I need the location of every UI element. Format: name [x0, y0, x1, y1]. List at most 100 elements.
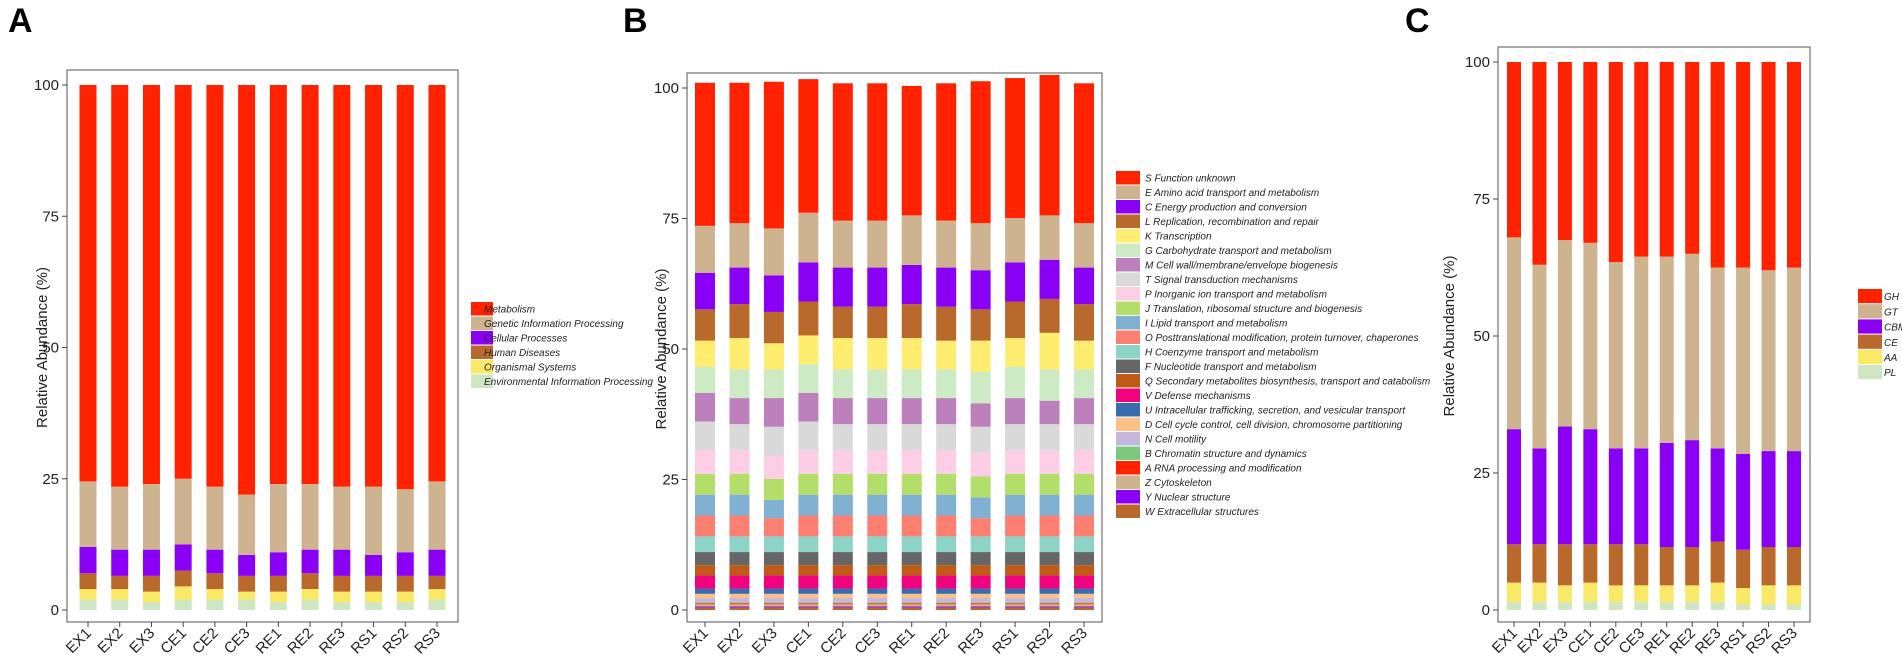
bar-segment-aa [1634, 585, 1649, 602]
bar-segment-s-function-unknown [1039, 74, 1060, 216]
bar-segment-h-coenzyme-transport-and-metabolism [1005, 536, 1026, 553]
bar-segment-metabolism [365, 85, 383, 487]
bar-segment-c-energy-production-and-conversion [695, 272, 715, 310]
bar-segment-u-intracellular-trafficking-secretion-and-vesicular-transport [763, 588, 784, 594]
bar-segment-g-carbohydrate-transport-and-metabolism [763, 369, 784, 399]
bar-segment-h-coenzyme-transport-and-metabolism [1074, 536, 1094, 553]
bar-segment-i-lipid-transport-and-metabolism [936, 494, 957, 516]
bar-segment-m-cell-wall-membrane-envelope-biogenesis [832, 398, 853, 425]
x-tick-label: EX3 [1540, 625, 1572, 657]
bar-segment-w-extracellular-structures [763, 607, 784, 610]
bar-segment-gh [1583, 62, 1598, 243]
legend-swatch [471, 331, 493, 345]
bar-segment-z-cytoskeleton [832, 604, 853, 607]
bar-segment-s-function-unknown [1005, 78, 1026, 218]
bar-segment-u-intracellular-trafficking-secretion-and-vesicular-transport [936, 588, 957, 594]
bar-segment-q-secondary-metabolites-biosynthesis-transport-and-catabolism [763, 565, 784, 576]
x-tick-label: RE2 [920, 625, 953, 658]
bar-segment-j-translation-ribosomal-structure-and-biogenesis [901, 473, 922, 495]
bar-segment-m-cell-wall-membrane-envelope-biogenesis [970, 403, 991, 427]
bar-segment-ce [1761, 546, 1776, 586]
bar-segment-h-coenzyme-transport-and-metabolism [695, 536, 715, 553]
bar-segment-p-inorganic-ion-transport-and-metabolism [798, 450, 819, 474]
bar-segment-v-defense-mechanisms [832, 575, 853, 589]
bar-segment-b-chromatin-structure-and-dynamics [695, 602, 715, 604]
bar-segment-organismal-systems [238, 591, 256, 600]
legend-swatch [1116, 345, 1140, 359]
bar-segment-environmental-information-processing [111, 599, 129, 610]
bar-segment-gt [1685, 253, 1700, 441]
bar-segment-w-extracellular-structures [1039, 607, 1060, 610]
bar-segment-environmental-information-processing [428, 599, 446, 610]
bar-segment-d-cell-cycle-control-cell-division-chromosome-partitioning [798, 593, 819, 598]
legend-swatch [1116, 316, 1140, 330]
legend-label: V Defense mechanisms [1145, 391, 1251, 402]
bar-segment-d-cell-cycle-control-cell-division-chromosome-partitioning [936, 593, 957, 598]
bar-segment-organismal-systems [396, 591, 414, 603]
bar-segment-a-rna-processing-and-modification [763, 603, 784, 605]
bar-segment-pl [1634, 601, 1649, 610]
bar-segment-u-intracellular-trafficking-secretion-and-vesicular-transport [798, 588, 819, 594]
bar-segment-u-intracellular-trafficking-secretion-and-vesicular-transport [695, 588, 715, 594]
bar-segment-l-replication-recombination-and-repair [936, 306, 957, 341]
bar-segment-organismal-systems [79, 589, 97, 600]
bar-segment-u-intracellular-trafficking-secretion-and-vesicular-transport [867, 588, 888, 594]
legend-swatch [1116, 388, 1140, 402]
bar-segment-s-function-unknown [832, 83, 853, 221]
bar-segment-d-cell-cycle-control-cell-division-chromosome-partitioning [867, 593, 888, 598]
legend-swatch [471, 316, 493, 330]
y-tick-label: 50 [42, 340, 59, 357]
bar-segment-k-transcription [970, 340, 991, 372]
panel-b-chart: 0 25 50 75 100 Relative Abundance (%) EX1 EX2 EX… [653, 72, 1430, 658]
bar-segment-ce [1736, 549, 1751, 589]
bar-segment-h-coenzyme-transport-and-metabolism [970, 536, 991, 553]
bar-segment-j-translation-ribosomal-structure-and-biogenesis [832, 473, 853, 495]
bar-segment-m-cell-wall-membrane-envelope-biogenesis [936, 398, 957, 425]
bar-segment-g-carbohydrate-transport-and-metabolism [695, 366, 715, 393]
bar-segment-z-cytoskeleton [970, 604, 991, 607]
bar-segment-i-lipid-transport-and-metabolism [901, 494, 922, 516]
legend-label: K Transcription [1145, 232, 1212, 243]
bar-segment-genetic-information-processing [238, 494, 256, 555]
bar-segment-q-secondary-metabolites-biosynthesis-transport-and-catabolism [1039, 565, 1060, 576]
legend-label: T Signal transduction mechanisms [1145, 275, 1298, 286]
bar-segment-i-lipid-transport-and-metabolism [729, 494, 750, 516]
bar-segment-d-cell-cycle-control-cell-division-chromosome-partitioning [1074, 593, 1094, 598]
bar-segment-organismal-systems [269, 591, 287, 603]
bar-segment-gt [1710, 267, 1725, 449]
bar-segment-i-lipid-transport-and-metabolism [1074, 494, 1094, 516]
bar-segment-p-inorganic-ion-transport-and-metabolism [763, 455, 784, 479]
bar-segment-q-secondary-metabolites-biosynthesis-transport-and-catabolism [832, 565, 853, 576]
bar-segment-k-transcription [1005, 338, 1026, 367]
bar-segment-aa [1557, 585, 1572, 602]
bar-segment-m-cell-wall-membrane-envelope-biogenesis [1039, 400, 1060, 425]
bar-segment-w-extracellular-structures [936, 607, 957, 610]
bar-segment-v-defense-mechanisms [936, 575, 957, 589]
bar-segment-d-cell-cycle-control-cell-division-chromosome-partitioning [832, 593, 853, 598]
bar-segment-cellular-processes [301, 549, 319, 574]
bar-segment-w-extracellular-structures [1005, 607, 1026, 610]
x-tick-label: RS1 [1717, 625, 1750, 658]
bar-segment-f-nucleotide-transport-and-metabolism [695, 552, 715, 566]
legend-label: F Nucleotide transport and metabolism [1145, 362, 1317, 373]
bar-segment-metabolism [174, 85, 192, 479]
bar-segment-p-inorganic-ion-transport-and-metabolism [1074, 450, 1094, 474]
bar-segment-v-defense-mechanisms [970, 575, 991, 589]
bar-segment-human-diseases [365, 575, 383, 592]
bar-segment-d-cell-cycle-control-cell-division-chromosome-partitioning [970, 593, 991, 598]
bar-segment-z-cytoskeleton [936, 604, 957, 607]
bar-segment-f-nucleotide-transport-and-metabolism [798, 552, 819, 566]
bar-segment-n-cell-motility [695, 597, 715, 603]
legend-swatch [1116, 301, 1140, 315]
bar-segment-s-function-unknown [936, 83, 957, 221]
legend-label: GH [1884, 292, 1900, 303]
panel-c-frame [1497, 46, 1811, 623]
bar-segment-h-coenzyme-transport-and-metabolism [832, 536, 853, 553]
bar-segment-l-replication-recombination-and-repair [1005, 301, 1026, 339]
bar-segment-environmental-information-processing [79, 599, 97, 610]
bar-segment-w-extracellular-structures [867, 607, 888, 610]
bar-segment-gt [1634, 256, 1649, 449]
bar-segment-s-function-unknown [729, 82, 750, 224]
y-tick-label: 0 [51, 602, 59, 619]
bar-segment-e-amino-acid-transport-and-metabolism [798, 212, 819, 263]
